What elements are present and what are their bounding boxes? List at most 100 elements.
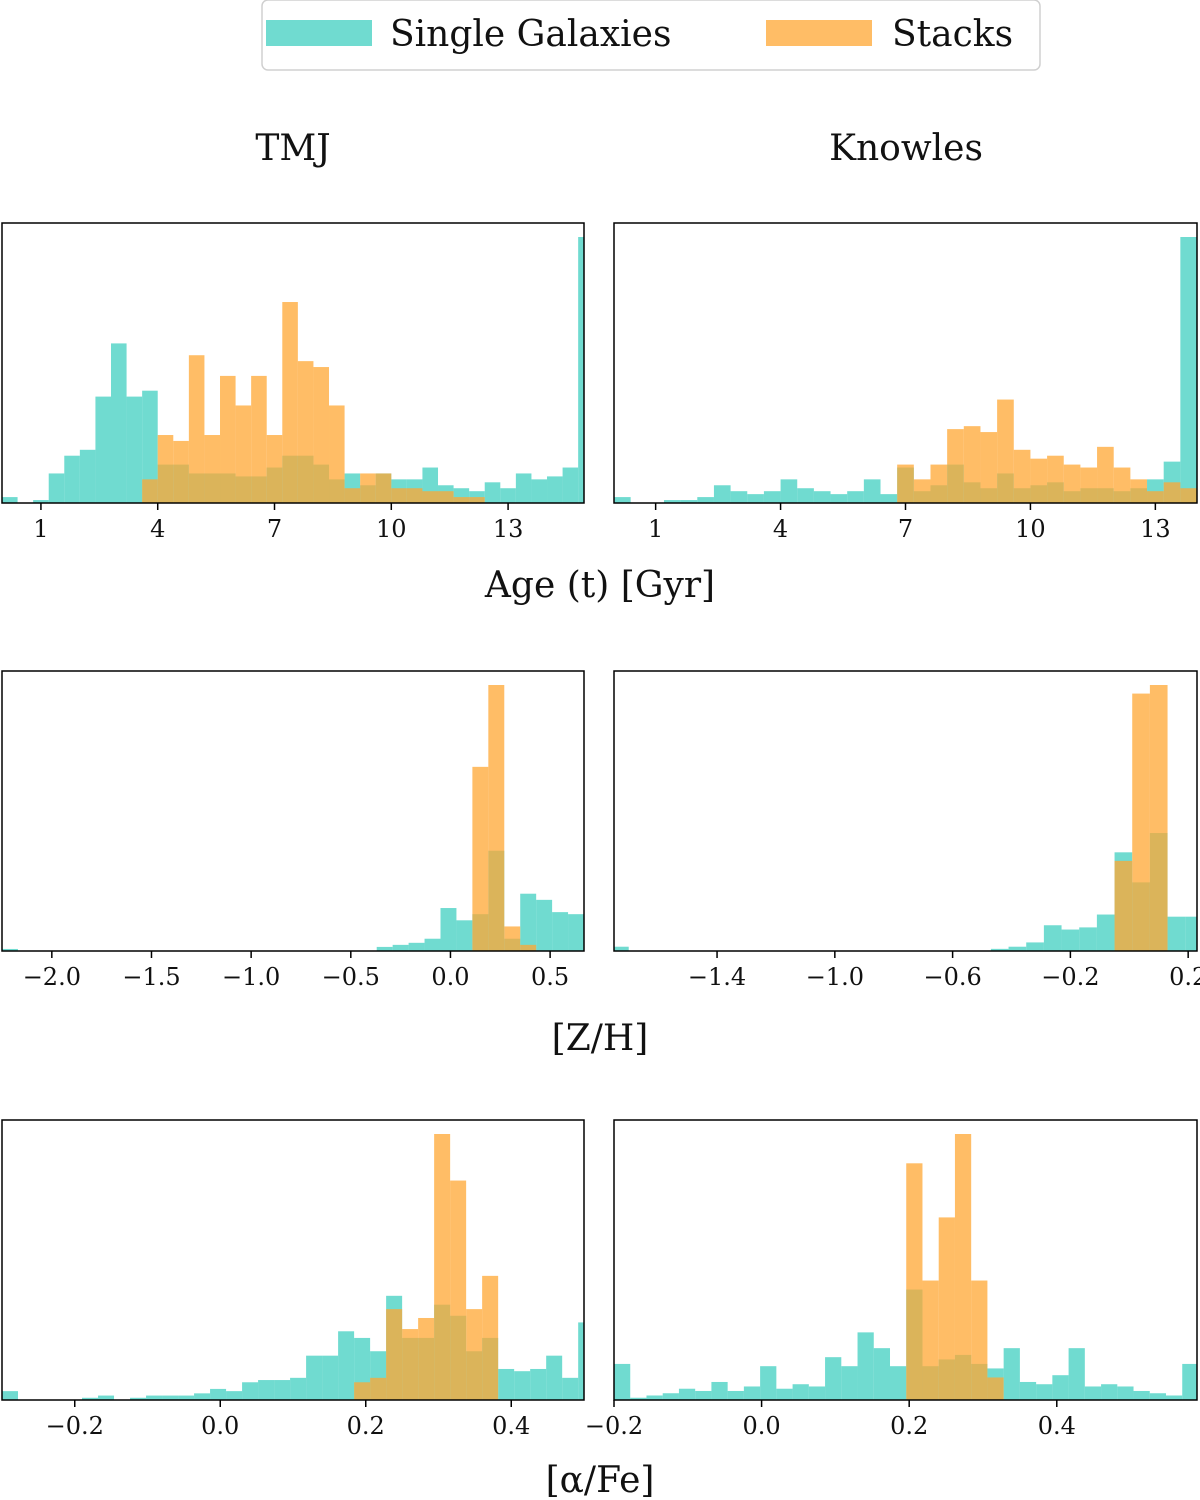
- bar-stacks: [980, 432, 998, 503]
- bar-single-galaxies: [1133, 1390, 1150, 1400]
- bar-stacks: [235, 405, 252, 503]
- bar-single-galaxies: [1101, 1384, 1118, 1400]
- bar-single-galaxies: [274, 1380, 291, 1400]
- bars: [2, 685, 584, 951]
- x-tick-label: 7: [267, 515, 282, 543]
- bar-single-galaxies: [760, 1366, 777, 1400]
- bar-stacks: [1013, 449, 1031, 503]
- bar-stacks: [482, 1275, 499, 1400]
- bar-single-galaxies: [2, 948, 18, 951]
- bar-stacks: [391, 488, 407, 503]
- bar-stacks: [987, 1377, 1004, 1400]
- bar-single-galaxies: [392, 944, 409, 951]
- bar-stacks: [1080, 467, 1098, 503]
- bar-single-galaxies: [780, 479, 798, 503]
- bar-single-galaxies: [695, 1390, 712, 1400]
- legend-swatch-stacks: [766, 20, 872, 46]
- bar-single-galaxies: [500, 488, 516, 503]
- bar-single-galaxies: [146, 1395, 163, 1400]
- bar-stacks: [142, 479, 158, 503]
- bar-single-galaxies: [678, 1388, 696, 1400]
- bar-stacks: [954, 1134, 972, 1400]
- bar-stacks: [1063, 464, 1081, 503]
- legend-label-stacks: Stacks: [892, 14, 1013, 55]
- bar-single-galaxies: [520, 893, 537, 951]
- bar-single-galaxies: [1043, 925, 1062, 951]
- bar-stacks: [1097, 446, 1114, 503]
- bar-single-galaxies: [847, 491, 864, 503]
- x-tick-label: 13: [493, 515, 524, 543]
- bar-single-galaxies: [82, 1397, 99, 1400]
- bars: [2, 237, 584, 503]
- bar-stacks: [450, 1180, 467, 1400]
- bar-single-galaxies: [1079, 927, 1097, 951]
- bar-single-galaxies: [258, 1380, 275, 1400]
- bar-stacks: [469, 497, 485, 503]
- legend-label-single-galaxies: Single Galaxies: [390, 14, 671, 55]
- xlabel-alpha-fe: [α/Fe]: [546, 1460, 655, 1500]
- bar-single-galaxies: [1019, 1381, 1037, 1400]
- bar-stacks: [329, 405, 345, 503]
- bars: [614, 1134, 1197, 1400]
- bar-stacks: [418, 1317, 435, 1400]
- bar-single-galaxies: [242, 1382, 259, 1400]
- bar-stacks: [1147, 491, 1164, 503]
- bar-single-galaxies: [456, 920, 473, 951]
- x-tick-label: −0.5: [322, 963, 380, 991]
- axes-frame: [1, 1119, 585, 1401]
- x-tick-label: −2.0: [23, 963, 81, 991]
- bar-stacks: [375, 473, 392, 503]
- bar-single-galaxies: [531, 479, 548, 503]
- bar-stacks: [913, 479, 931, 503]
- bar-single-galaxies: [841, 1366, 858, 1400]
- bar-stacks: [971, 1280, 988, 1400]
- bar-single-galaxies: [562, 1377, 579, 1400]
- bar-single-galaxies: [408, 942, 425, 951]
- bar-single-galaxies: [857, 1332, 874, 1400]
- panel-zh-tmj: −2.0 −1.5 −1.0 −0.5 0.0 0.5: [1, 670, 585, 991]
- bar-stacks: [313, 367, 330, 503]
- bar-single-galaxies: [484, 482, 501, 503]
- bar-single-galaxies: [178, 1395, 195, 1400]
- bar-single-galaxies: [1096, 914, 1115, 951]
- bar-single-galaxies: [662, 1393, 679, 1400]
- bar-single-galaxies: [776, 1388, 793, 1400]
- bar-stacks: [434, 1134, 451, 1400]
- x-tick-label: −1.0: [222, 963, 280, 991]
- bar-stacks: [504, 926, 521, 951]
- bar-stacks: [520, 944, 537, 951]
- bar-stacks: [1132, 693, 1150, 951]
- bar-stacks: [947, 429, 964, 503]
- bar-single-galaxies: [1061, 929, 1080, 951]
- bar-stacks: [1163, 482, 1181, 503]
- x-tick-label: −1.5: [122, 963, 180, 991]
- bar-single-galaxies: [33, 500, 49, 503]
- bar-single-galaxies: [547, 476, 563, 503]
- bar-single-galaxies: [792, 1384, 809, 1400]
- x-tick-label: 0.4: [492, 1412, 530, 1440]
- x-tick-label: 0.4: [1038, 1412, 1076, 1440]
- x-tick-label: −0.2: [1041, 963, 1099, 991]
- bar-single-galaxies: [95, 396, 112, 503]
- bar-single-galaxies: [515, 473, 532, 503]
- x-tick-label: 0.0: [201, 1412, 239, 1440]
- bar-single-galaxies: [322, 1355, 339, 1400]
- bar-stacks: [938, 1217, 955, 1400]
- bar-single-galaxies: [142, 390, 158, 503]
- x-tick-label: 1: [648, 515, 663, 543]
- bar-single-galaxies: [680, 500, 698, 503]
- bar-single-galaxies: [808, 1386, 826, 1400]
- bar-single-galaxies: [1117, 1386, 1134, 1400]
- x-tick-label: 0.2: [890, 1412, 928, 1440]
- x-tick-label: 10: [1015, 515, 1046, 543]
- bar-single-galaxies: [162, 1395, 179, 1400]
- bar-single-galaxies: [630, 1397, 647, 1400]
- column-title-tmj: TMJ: [255, 128, 330, 169]
- bar-single-galaxies: [338, 1331, 355, 1400]
- bar-single-galaxies: [697, 497, 714, 503]
- bar-single-galaxies: [663, 500, 681, 503]
- x-tick-label: 10: [376, 515, 407, 543]
- bar-single-galaxies: [194, 1393, 211, 1400]
- bar-single-galaxies: [646, 1395, 663, 1400]
